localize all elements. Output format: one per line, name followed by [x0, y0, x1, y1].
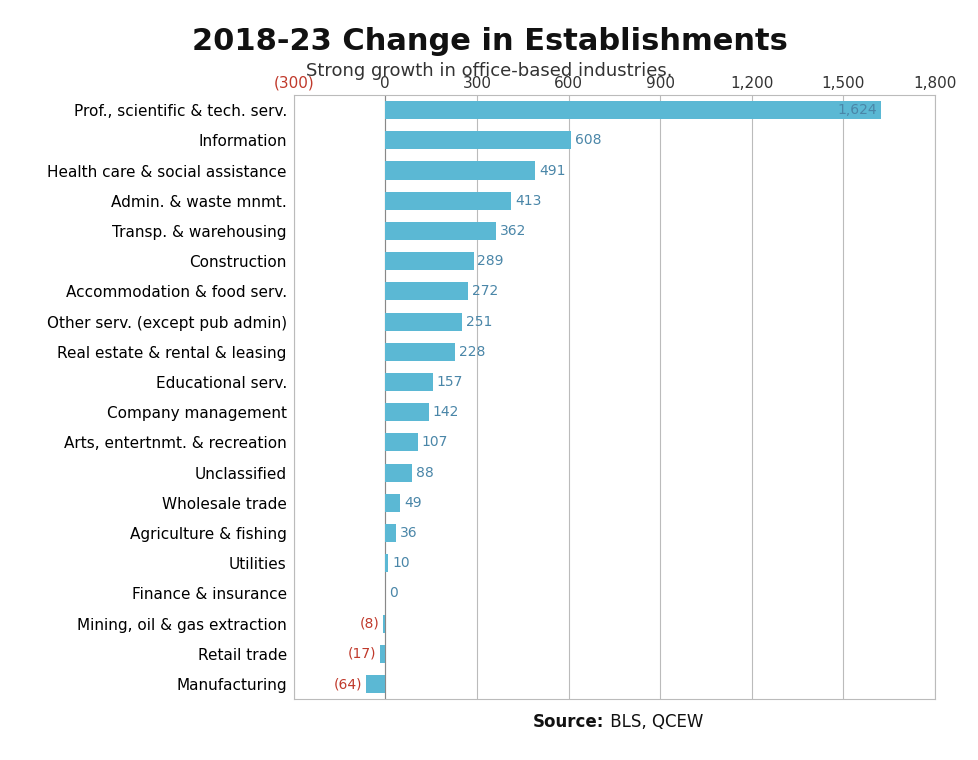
Text: 88: 88: [416, 466, 433, 480]
Text: 228: 228: [458, 345, 484, 359]
Bar: [385, 192, 511, 210]
Bar: [385, 343, 455, 361]
Text: 157: 157: [436, 375, 463, 389]
Text: 491: 491: [538, 163, 565, 178]
Text: 2018-23 Change in Establishments: 2018-23 Change in Establishments: [192, 27, 786, 55]
Bar: [385, 222, 495, 240]
Text: 10: 10: [391, 556, 409, 570]
Text: 36: 36: [400, 526, 418, 540]
Bar: [385, 524, 396, 542]
Bar: [382, 615, 385, 633]
Text: 142: 142: [432, 405, 459, 420]
Bar: [385, 494, 400, 512]
Text: 251: 251: [466, 315, 492, 328]
Bar: [385, 161, 535, 179]
Bar: [385, 101, 880, 119]
Text: Strong growth in office-based industries.: Strong growth in office-based industries…: [306, 62, 672, 81]
Bar: [385, 373, 433, 391]
Bar: [366, 675, 385, 693]
Text: (64): (64): [333, 677, 362, 691]
Bar: [385, 252, 473, 271]
Text: 107: 107: [422, 435, 448, 449]
Text: (8): (8): [359, 616, 378, 631]
Text: 272: 272: [471, 284, 498, 299]
Text: 413: 413: [514, 194, 541, 207]
Bar: [385, 554, 388, 572]
Bar: [385, 433, 418, 451]
Text: 608: 608: [574, 133, 600, 147]
Text: 362: 362: [499, 224, 525, 238]
Bar: [385, 282, 467, 300]
Text: BLS, QCEW: BLS, QCEW: [603, 713, 702, 731]
Bar: [385, 403, 428, 421]
Text: Source:: Source:: [533, 713, 603, 731]
Bar: [385, 312, 462, 331]
Text: 0: 0: [388, 587, 397, 600]
Text: 49: 49: [404, 496, 422, 510]
Bar: [385, 464, 412, 482]
Text: 1,624: 1,624: [836, 103, 875, 117]
Text: 289: 289: [476, 254, 504, 268]
Text: (17): (17): [347, 647, 377, 661]
Bar: [379, 644, 385, 663]
Bar: [385, 131, 570, 150]
